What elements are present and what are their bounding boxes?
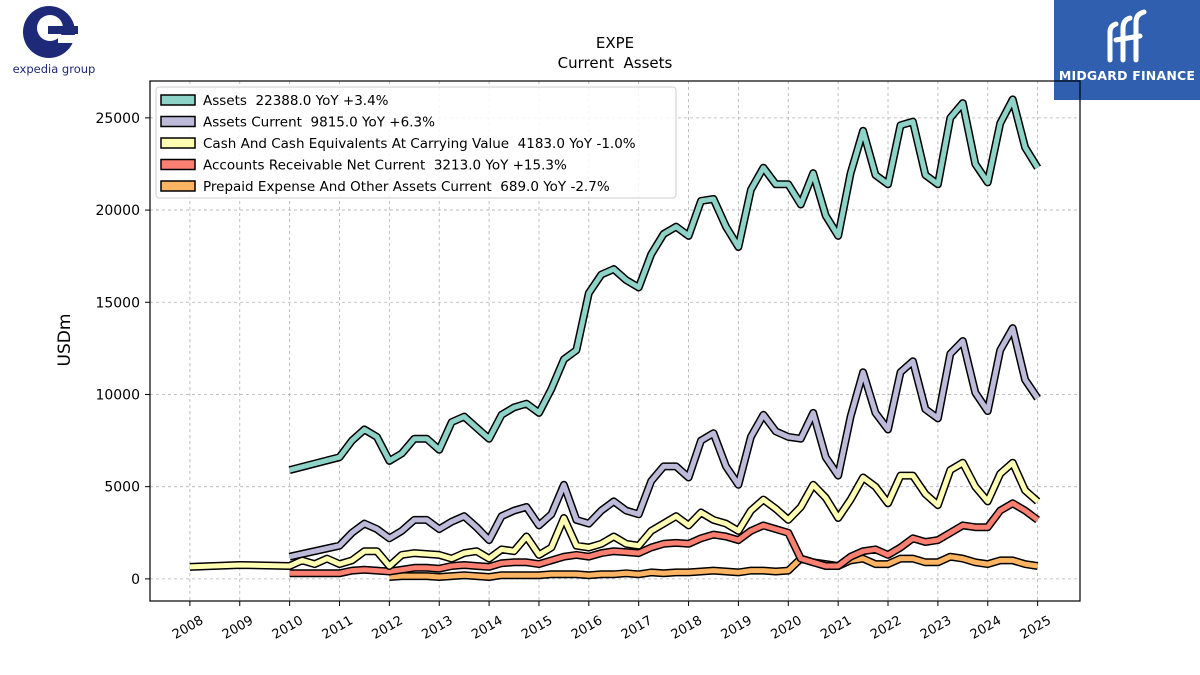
x-tick-label: 2024	[968, 613, 1004, 643]
x-tick-label: 2015	[519, 613, 555, 643]
legend-swatch	[160, 180, 196, 192]
x-tick-label: 2018	[669, 613, 705, 643]
y-tick-label: 15000	[95, 295, 140, 311]
legend-label: Accounts Receivable Net Current 3213.0 Y…	[203, 158, 567, 174]
x-tick-label: 2022	[868, 613, 904, 643]
legend-label: Prepaid Expense And Other Assets Current…	[203, 179, 610, 195]
chart-title: EXPE	[596, 34, 634, 52]
legend-swatch	[160, 115, 196, 128]
x-tick-label: 2025	[1018, 613, 1054, 643]
midgard-finance-logo: MIDGARD FINANCE	[1054, 0, 1200, 100]
x-tick-label: 2010	[270, 613, 306, 643]
legend-box	[155, 86, 677, 199]
legend-label: Assets Current 9815.0 YoY +6.3%	[203, 115, 435, 131]
expedia-logo-mark	[23, 6, 78, 58]
x-tick-label: 2017	[619, 613, 655, 643]
x-tick-label: 2021	[818, 613, 854, 643]
x-tick-label: 2012	[370, 613, 406, 643]
x-tick-label: 2016	[569, 613, 605, 643]
midgard-logo-text: MIDGARD FINANCE	[1058, 68, 1196, 83]
chart-subtitle: Current Assets	[558, 54, 673, 72]
series-line	[289, 325, 1040, 560]
x-tick-label: 2020	[768, 613, 804, 643]
y-tick-label: 10000	[95, 387, 140, 403]
y-axis-label: USDm	[55, 314, 75, 367]
legend-swatch	[160, 137, 196, 149]
plot-area-frame	[149, 80, 1081, 602]
legend-swatch	[160, 158, 196, 171]
series-line	[389, 554, 1038, 580]
x-tick-label: 2009	[220, 613, 256, 643]
series-line	[289, 500, 1040, 576]
y-tick-label: 20000	[95, 203, 140, 219]
x-tick-label: 2014	[469, 613, 505, 643]
series-lines	[189, 95, 1042, 581]
series-line	[288, 96, 1040, 473]
x-tick-label: 2023	[918, 613, 954, 643]
y-tick-label: 25000	[95, 111, 140, 127]
expedia-logo-text: expedia group	[12, 62, 96, 76]
legend-label: Cash And Cash Equivalents At Carrying Va…	[203, 136, 636, 152]
y-tick-label: 0	[131, 572, 140, 588]
series-line	[189, 460, 1040, 570]
midgard-logo-mark	[1107, 9, 1147, 63]
legend-label: Assets 22388.0 YoY +3.4%	[203, 93, 389, 109]
expedia-group-logo: expedia group	[4, 4, 104, 79]
x-tick-label: 2008	[170, 613, 206, 643]
y-tick-label: 5000	[104, 480, 140, 496]
x-tick-label: 2019	[719, 613, 755, 643]
legend-swatch	[160, 94, 196, 106]
x-tick-label: 2013	[419, 613, 455, 643]
legend: Assets 22388.0 YoY +3.4% Assets Current 9…	[155, 86, 677, 199]
x-tick-label: 2011	[320, 613, 356, 643]
